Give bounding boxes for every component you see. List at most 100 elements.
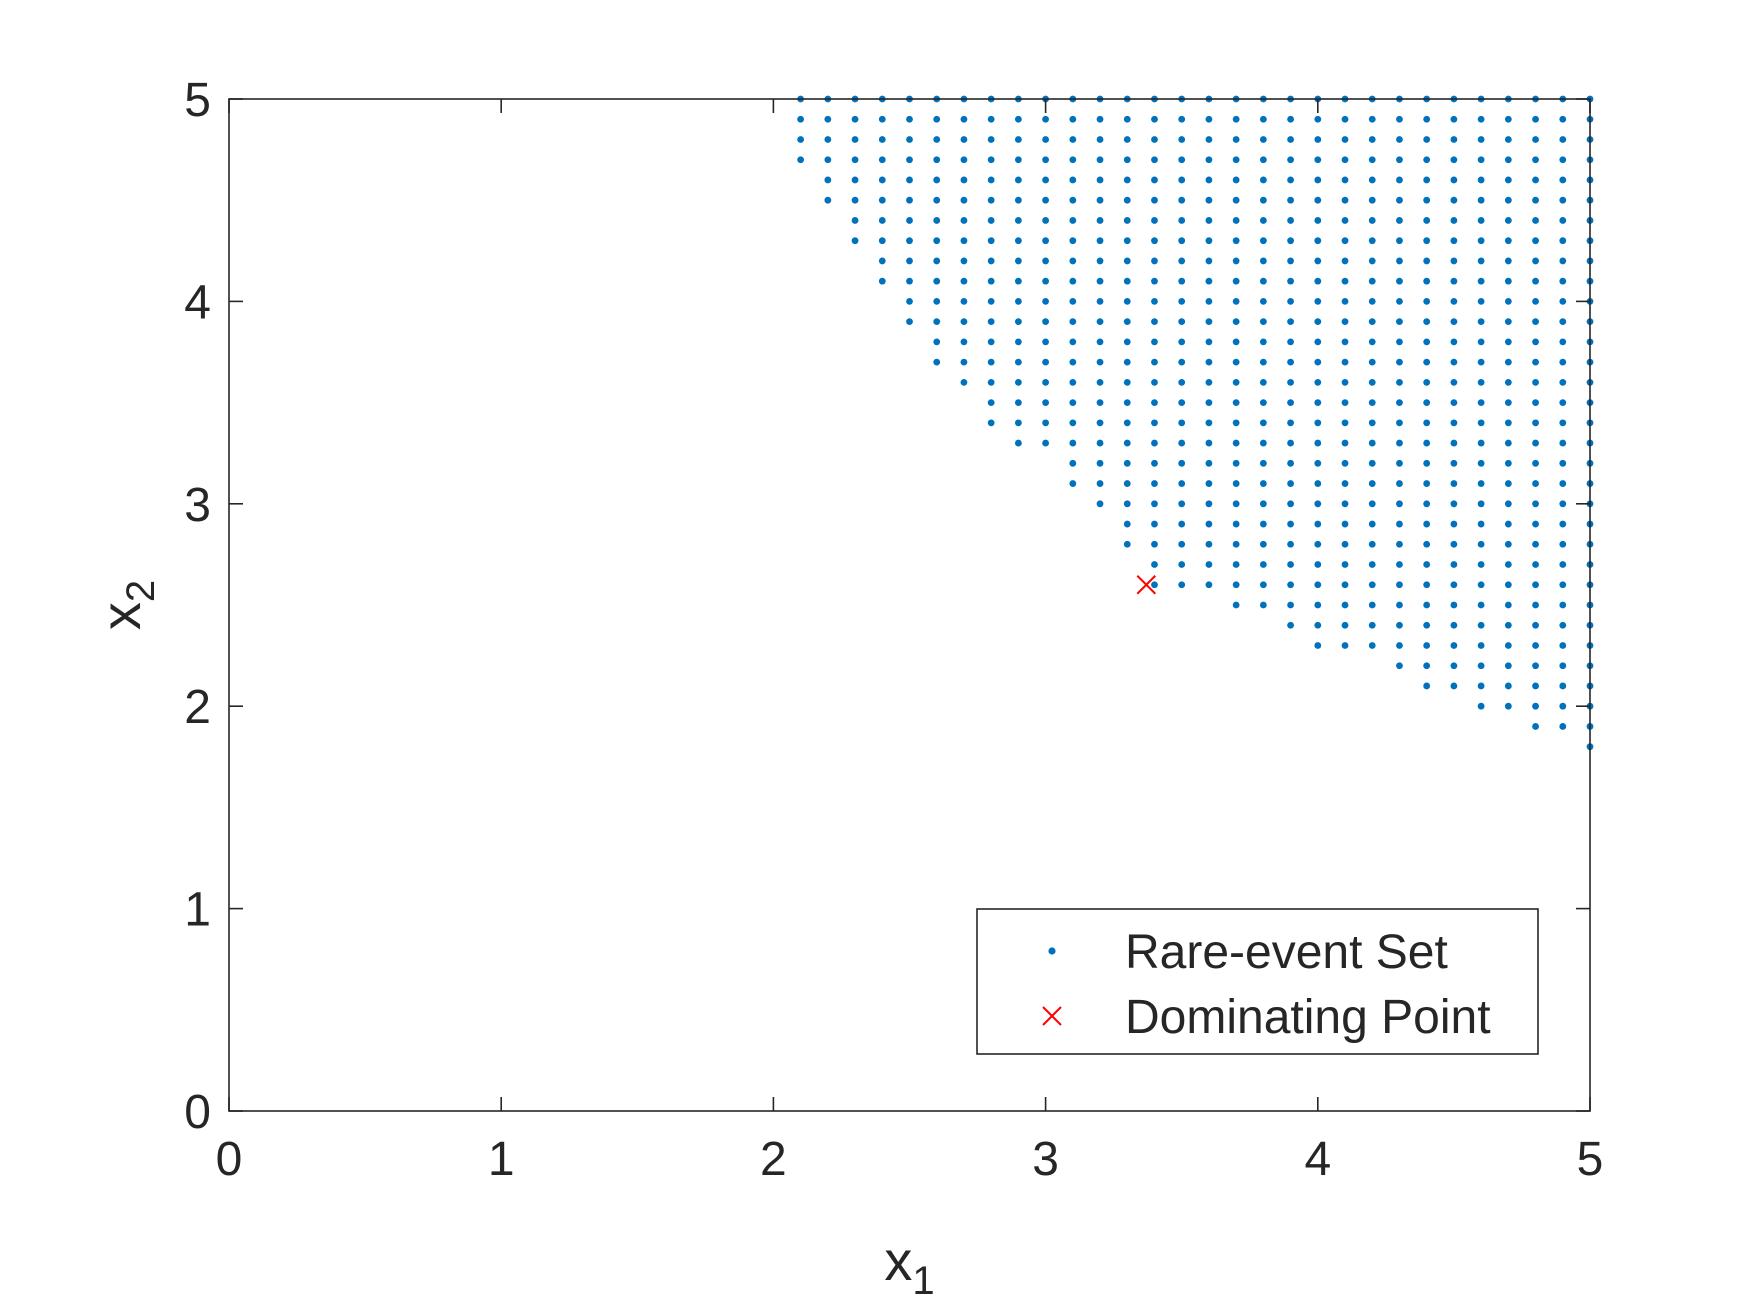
rare-event-point <box>1450 561 1458 568</box>
rare-event-point <box>1396 358 1403 366</box>
data-points-layer <box>797 95 1594 751</box>
rare-event-point <box>1314 399 1322 406</box>
rare-event-point <box>1423 136 1431 143</box>
rare-event-point <box>1368 520 1376 528</box>
rare-event-point <box>1014 136 1022 143</box>
x-tick-label: 3 <box>1032 1133 1059 1186</box>
rare-event-point <box>1259 277 1267 285</box>
rare-event-point <box>1532 115 1539 123</box>
rare-event-point <box>1396 621 1403 629</box>
y-tick-label: 4 <box>184 276 211 329</box>
rare-event-point <box>1396 196 1403 204</box>
rare-event-point <box>1477 115 1485 123</box>
rare-event-point <box>933 237 941 245</box>
rare-event-point <box>1314 115 1322 123</box>
rare-event-point <box>1314 358 1322 366</box>
rare-event-point <box>1504 500 1512 508</box>
rare-event-point <box>1368 561 1376 568</box>
rare-event-point <box>1069 378 1077 386</box>
rare-event-point <box>1450 156 1458 164</box>
rare-event-point <box>1287 399 1294 406</box>
rare-event-point <box>1423 621 1431 629</box>
rare-event-point <box>1014 378 1022 386</box>
rare-event-point <box>1341 459 1349 467</box>
rare-event-point <box>1450 196 1458 204</box>
rare-event-point <box>1287 156 1294 164</box>
rare-event-point <box>1396 480 1403 487</box>
rare-event-point <box>1423 439 1431 447</box>
rare-event-point <box>1287 378 1294 386</box>
rare-event-point <box>933 136 941 143</box>
rare-event-point <box>1423 581 1431 589</box>
rare-event-point <box>1368 459 1376 467</box>
rare-event-point <box>1368 176 1376 184</box>
rare-event-point <box>1396 601 1403 609</box>
rare-event-point <box>1477 439 1485 447</box>
rare-event-point <box>1096 338 1104 346</box>
rare-event-point <box>1341 176 1349 184</box>
rare-event-point <box>1205 237 1213 245</box>
rare-event-point <box>933 277 941 285</box>
rare-event-point <box>1096 237 1104 245</box>
rare-event-point <box>1396 136 1403 143</box>
y-tick-label: 3 <box>184 479 211 532</box>
rare-event-point <box>1396 459 1403 467</box>
rare-event-point <box>1450 540 1458 548</box>
rare-event-point <box>933 298 941 305</box>
rare-event-point <box>1096 500 1104 508</box>
rare-event-point <box>987 399 995 406</box>
rare-event-point <box>1232 217 1240 224</box>
rare-event-point <box>1423 237 1431 245</box>
rare-event-point <box>933 217 941 224</box>
rare-event-point <box>1096 257 1104 265</box>
rare-event-point <box>1314 338 1322 346</box>
rare-event-point <box>1559 257 1567 265</box>
rare-event-point <box>1368 601 1376 609</box>
rare-event-point <box>1314 136 1322 143</box>
rare-event-point <box>1232 459 1240 467</box>
rare-event-point <box>1368 500 1376 508</box>
rare-event-point <box>1504 439 1512 447</box>
rare-event-point <box>1368 196 1376 204</box>
rare-event-point <box>1559 358 1567 366</box>
rare-event-point <box>1504 237 1512 245</box>
rare-event-point <box>1559 277 1567 285</box>
rare-event-point <box>1259 298 1267 305</box>
rare-event-point <box>1341 217 1349 224</box>
rare-event-point <box>1287 540 1294 548</box>
rare-event-point <box>1559 318 1567 326</box>
rare-event-point <box>1123 459 1131 467</box>
rare-event-point <box>1477 318 1485 326</box>
x-tick-label: 5 <box>1577 1133 1604 1186</box>
rare-event-point <box>1396 399 1403 406</box>
rare-event-point <box>1259 459 1267 467</box>
rare-event-point <box>1096 378 1104 386</box>
rare-event-point <box>1559 156 1567 164</box>
rare-event-point <box>1504 621 1512 629</box>
rare-event-point <box>1532 702 1539 710</box>
rare-event-point <box>1123 399 1131 406</box>
rare-event-point <box>1368 621 1376 629</box>
rare-event-point <box>1123 480 1131 487</box>
rare-event-point <box>1042 136 1049 143</box>
rare-event-point <box>1477 500 1485 508</box>
rare-event-point <box>1151 156 1158 164</box>
rare-event-point <box>960 318 968 326</box>
rare-event-point <box>906 136 913 143</box>
rare-event-point <box>1151 439 1158 447</box>
rare-event-point <box>1341 318 1349 326</box>
rare-event-point <box>1069 338 1077 346</box>
rare-event-point <box>1287 439 1294 447</box>
rare-event-point <box>1178 115 1186 123</box>
rare-event-point <box>960 115 968 123</box>
rare-event-point <box>1532 439 1539 447</box>
rare-event-point <box>851 176 859 184</box>
rare-event-point <box>1205 156 1213 164</box>
rare-event-point <box>1259 581 1267 589</box>
rare-event-point <box>1123 176 1131 184</box>
rare-event-point <box>1423 662 1431 670</box>
rare-event-point <box>1205 581 1213 589</box>
rare-event-point <box>1423 561 1431 568</box>
rare-event-point <box>1559 500 1567 508</box>
rare-event-point <box>1314 237 1322 245</box>
